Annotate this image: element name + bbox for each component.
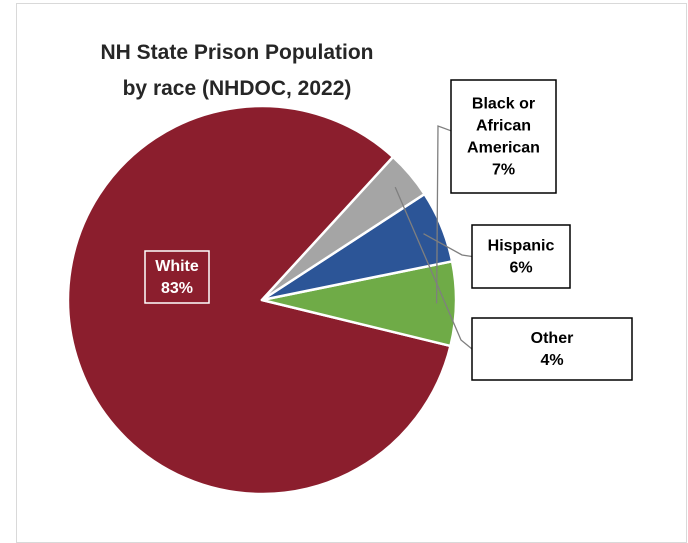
- slice-percent-label: 83%: [161, 280, 193, 297]
- leader-line-other: [394, 186, 473, 350]
- chart-title-line-2: by race (NHDOC, 2022): [123, 77, 352, 100]
- slice-category-label: White: [155, 258, 199, 275]
- slice-percent-label: 6%: [509, 260, 532, 277]
- slice-category-label: Hispanic: [488, 238, 555, 255]
- label-box: [144, 250, 210, 304]
- slice-percent-label: 7%: [492, 162, 515, 179]
- slice-label-other: Other 4%: [471, 317, 633, 381]
- slice-category-label: American: [467, 140, 540, 157]
- label-box: [471, 224, 571, 289]
- slice-category-label: Black or: [472, 96, 535, 113]
- slice-label-hispanic: Hispanic 6%: [471, 224, 571, 289]
- pie-slice-white: [66, 104, 452, 496]
- slice-percent-label: 4%: [540, 352, 563, 369]
- slice-category-label: African: [476, 118, 531, 135]
- slice-category-label: Other: [531, 330, 574, 347]
- slice-label-white: White 83%: [144, 250, 210, 304]
- label-box: [450, 79, 557, 194]
- leader-line-black-or-african-american: [435, 125, 452, 304]
- slice-label-black-or-african-american: Black or African American 7%: [450, 79, 557, 194]
- leader-line-hispanic: [423, 233, 473, 258]
- chart-title-line-1: NH State Prison Population: [100, 41, 373, 64]
- pie-slice-other: [260, 155, 426, 302]
- label-box: [471, 317, 633, 381]
